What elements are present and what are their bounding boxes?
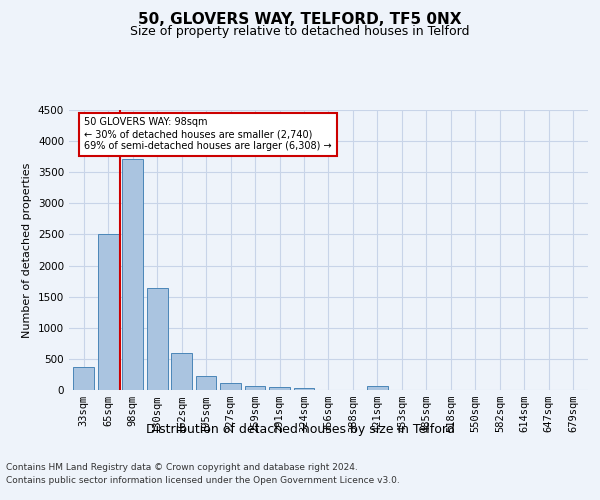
Bar: [73, 367, 94, 390]
Text: Contains public sector information licensed under the Open Government Licence v3: Contains public sector information licen…: [6, 476, 400, 485]
Y-axis label: Number of detached properties: Number of detached properties: [22, 162, 32, 338]
Bar: [147, 288, 167, 390]
Text: Contains HM Land Registry data © Crown copyright and database right 2024.: Contains HM Land Registry data © Crown c…: [6, 462, 358, 471]
Text: Size of property relative to detached houses in Telford: Size of property relative to detached ho…: [130, 25, 470, 38]
Bar: [98, 234, 119, 390]
Text: Distribution of detached houses by size in Telford: Distribution of detached houses by size …: [146, 422, 454, 436]
Text: 50 GLOVERS WAY: 98sqm
← 30% of detached houses are smaller (2,740)
69% of semi-d: 50 GLOVERS WAY: 98sqm ← 30% of detached …: [84, 118, 332, 150]
Text: 50, GLOVERS WAY, TELFORD, TF5 0NX: 50, GLOVERS WAY, TELFORD, TF5 0NX: [138, 12, 462, 28]
Bar: [293, 388, 314, 390]
Bar: [196, 376, 217, 390]
Bar: [269, 386, 290, 390]
Bar: [367, 386, 388, 390]
Bar: [245, 386, 265, 390]
Bar: [220, 383, 241, 390]
Bar: [122, 158, 143, 390]
Bar: [171, 354, 192, 390]
